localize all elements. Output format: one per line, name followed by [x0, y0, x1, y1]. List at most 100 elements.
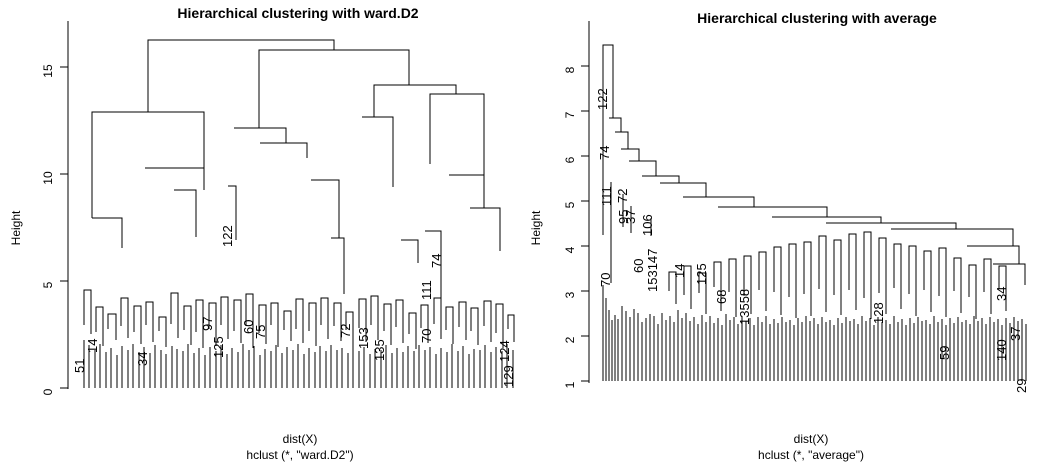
- ward-cluster-122: [228, 185, 237, 240]
- average-label-34: 34: [994, 287, 1009, 301]
- average-leaf-region: [602, 231, 1027, 381]
- ward-label-14: 14: [85, 339, 100, 353]
- average-main-branches: [602, 44, 1026, 285]
- average-merge-14: [993, 263, 1026, 285]
- average-merge-5: [629, 160, 657, 176]
- ward-left-cluster-c: [174, 189, 197, 237]
- average-y-ticks: 1 2 3 4 5 6 7 8: [563, 65, 589, 388]
- average-ytick-label-8: 8: [563, 66, 577, 73]
- average-ytick-label-1: 1: [563, 381, 577, 388]
- average-label-153147: 153147: [645, 249, 660, 292]
- ward-chart-title: Hierarchical clustering with ward.D2: [177, 5, 418, 21]
- average-label-29: 29: [1014, 379, 1029, 393]
- ward-label-129: 129: [501, 365, 516, 387]
- ward-left-cluster-b: [145, 167, 205, 190]
- ward-left-merge: [91, 111, 205, 218]
- average-ytick-label-3: 3: [563, 291, 577, 298]
- ward-label-34: 34: [135, 352, 150, 366]
- average-merge-4: [621, 148, 640, 161]
- ward-dense-branches-right: [333, 295, 515, 349]
- average-merge-8: [683, 196, 755, 207]
- ward-left-cluster-a: [92, 217, 123, 248]
- average-label-106: 106: [640, 214, 655, 236]
- ward-ytick-label-15: 15: [41, 64, 55, 78]
- ward-label-70: 70: [419, 329, 434, 343]
- ward-label-125: 125: [211, 336, 226, 358]
- ward-label-51: 51: [72, 359, 87, 373]
- ward-middle-sub-merge: [260, 142, 308, 158]
- ward-mid-right-cluster-b: [331, 237, 345, 294]
- ward-mid-right-cluster-c: [401, 239, 419, 263]
- ward-ytick-label-0: 0: [41, 388, 55, 395]
- ward-method-subtitle: hclust (*, "ward.D2"): [246, 448, 353, 462]
- ward-y-ticks: 0 5 10 15: [41, 64, 68, 395]
- ward-label-111: 111: [419, 280, 434, 300]
- average-ytick-label-2: 2: [563, 336, 577, 343]
- ward-label-97: 97: [200, 317, 215, 331]
- average-label-14: 14: [672, 264, 687, 278]
- average-y-axis-label: Height: [529, 210, 543, 245]
- ward-far-right-merge: [429, 93, 485, 175]
- ward-mid-right-cluster-d: [425, 230, 442, 301]
- ward-right-merge: [258, 49, 410, 128]
- average-root-merge: [602, 44, 614, 235]
- average-merge-7: [660, 182, 707, 197]
- average-label-70: 70: [598, 273, 613, 287]
- ward-mid-right-cluster-a: [311, 179, 340, 238]
- ward-label-153: 153: [356, 327, 371, 349]
- ward-label-60: 60: [241, 320, 256, 334]
- ward-main-branches: [91, 39, 501, 301]
- ward-leaf-labels: 51 14 34 97 122 125 60 75 72 153 135 74 …: [72, 225, 516, 387]
- average-ytick-label-5: 5: [563, 201, 577, 208]
- average-label-60: 60: [631, 259, 646, 273]
- average-merge-12: [891, 228, 1014, 246]
- average-dense-branches: [668, 231, 1007, 319]
- average-merge-6: [642, 175, 680, 183]
- ward-middle-merge: [234, 127, 287, 143]
- ward-right-cluster-a: [362, 116, 394, 187]
- ward-right-cluster-b: [449, 174, 485, 208]
- average-label-68: 68: [714, 290, 729, 304]
- ward-x-axis-label: dist(X): [283, 432, 318, 446]
- average-merge-2: [609, 117, 622, 132]
- ward-label-124: 124: [497, 340, 512, 362]
- ward-label-135: 135: [372, 339, 387, 361]
- ward-dense-branches-left: [83, 289, 204, 348]
- average-label-122: 122: [595, 88, 610, 110]
- average-leaf-stems: [602, 285, 1027, 381]
- ward-dendrogram-panel: Hierarchical clustering with ward.D2 Hei…: [9, 5, 516, 462]
- ward-leaf-stems: [83, 340, 514, 388]
- average-leaf-labels: 122 74 111 72 95 37 106 70 60 153147 14 …: [595, 88, 1029, 393]
- average-label-59: 59: [937, 346, 952, 360]
- ward-ytick-label-5: 5: [41, 281, 55, 288]
- average-label-37: 37: [623, 210, 638, 224]
- ward-label-72: 72: [338, 324, 353, 338]
- ward-label-122: 122: [220, 225, 235, 247]
- average-label-111: 111: [599, 186, 614, 206]
- average-label-74: 74: [597, 146, 612, 160]
- ward-y-axis-label: Height: [9, 210, 23, 245]
- average-merge-13: [967, 245, 1020, 264]
- average-ytick-label-4: 4: [563, 246, 577, 253]
- average-x-axis-label: dist(X): [794, 432, 829, 446]
- ward-label-74: 74: [429, 254, 444, 268]
- average-ytick-label-6: 6: [563, 156, 577, 163]
- average-dendrogram-panel: Hierarchical clustering with average Hei…: [529, 10, 1029, 462]
- ward-leaf-region: [83, 289, 515, 388]
- average-chart-title: Hierarchical clustering with average: [697, 10, 937, 26]
- average-ytick-label-7: 7: [563, 111, 577, 118]
- average-label-37-right: 37: [1008, 327, 1023, 341]
- average-label-72: 72: [615, 189, 630, 203]
- ward-ytick-label-10: 10: [41, 171, 55, 185]
- ward-right-cluster-c: [470, 207, 501, 251]
- ward-dense-branches-middle: [208, 293, 329, 348]
- average-label-140: 140: [994, 339, 1009, 361]
- ward-root-merge: [147, 39, 335, 112]
- average-merge-10: [772, 216, 882, 223]
- average-label-13558: 13558: [737, 289, 752, 325]
- average-merge-9: [718, 206, 828, 217]
- average-merge-3: [615, 131, 629, 149]
- average-merge-11: [826, 222, 957, 229]
- average-method-subtitle: hclust (*, "average"): [758, 448, 864, 462]
